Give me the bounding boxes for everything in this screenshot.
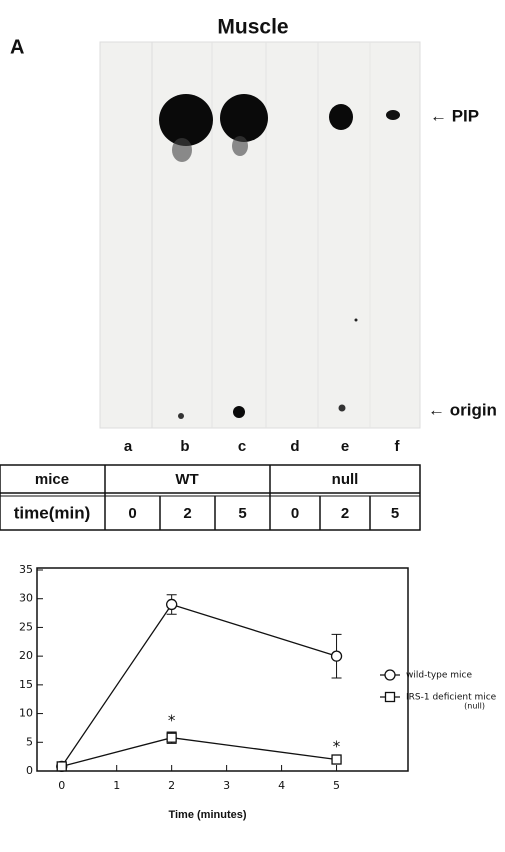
table-cell: 5 (391, 505, 399, 522)
point (332, 651, 342, 661)
blot-image (100, 42, 420, 428)
legend-label: wild-type mice (406, 671, 473, 681)
x-tick-label: 0 (58, 779, 65, 792)
table-cell: 0 (128, 505, 136, 522)
y-tick-label: 35 (19, 563, 33, 576)
y-tick-label: 20 (19, 649, 33, 662)
x-tick-label: 5 (333, 779, 340, 792)
legend-note: (null) (464, 702, 485, 711)
y-tick-label: 10 (19, 707, 33, 720)
lane-label: f (395, 438, 401, 455)
point (57, 762, 66, 771)
panel-label: A (10, 36, 24, 58)
x-tick-label: 1 (113, 779, 120, 792)
x-tick-label: 4 (278, 779, 285, 792)
x-tick-label: 3 (223, 779, 230, 792)
table-cell: null (332, 471, 359, 488)
y-tick-label: 30 (19, 592, 33, 605)
table-cell: mice (35, 471, 69, 488)
point (386, 693, 395, 702)
figure-title: Muscle (217, 16, 288, 39)
table-cell: WT (175, 471, 198, 488)
y-tick-label: 25 (19, 620, 33, 633)
table-cell: 0 (291, 505, 299, 522)
series-line (62, 738, 337, 767)
plot-frame (37, 568, 408, 771)
lane-label: d (290, 438, 299, 455)
point (385, 670, 395, 680)
lane-label: c (238, 438, 246, 455)
table-cell: 2 (183, 505, 191, 522)
lane-label: b (180, 438, 189, 455)
table-cell: 5 (238, 505, 246, 522)
figure: A Muscle a b c d e f ← PIP ← origin mice WT null ti… (0, 0, 505, 852)
significance-marker: * (333, 737, 341, 755)
x-axis-label: Time (minutes) (168, 809, 246, 821)
y-tick-label: 15 (19, 678, 33, 691)
point (167, 733, 176, 742)
y-tick-label: 5 (26, 735, 33, 748)
point (332, 755, 341, 764)
x-tick-label: 2 (168, 779, 175, 792)
series-line (62, 604, 337, 766)
origin-label: ← origin (428, 400, 497, 419)
table-cell: time(min) (14, 503, 91, 522)
pip-label: ← PIP (430, 106, 479, 125)
significance-marker: * (168, 711, 176, 729)
lane-label: e (341, 438, 349, 455)
y-tick-label: 0 (26, 764, 33, 777)
point (167, 599, 177, 609)
table-cell: 2 (341, 505, 349, 522)
lane-label: a (124, 438, 133, 455)
